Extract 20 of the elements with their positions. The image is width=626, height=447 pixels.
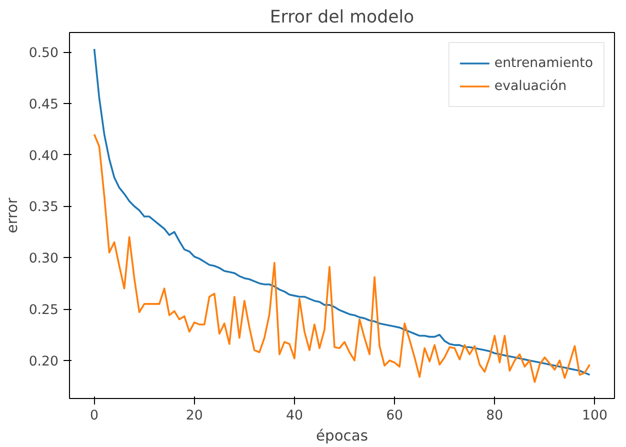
x-tick-label: 100	[582, 408, 608, 424]
line-series	[93, 48, 591, 376]
y-tick-label: 0.20	[28, 354, 59, 370]
y-tick-label: 0.35	[28, 200, 59, 216]
y-tick-label: 0.25	[28, 303, 59, 318]
legend-label: evaluación	[494, 78, 567, 94]
y-tick-label: 0.50	[28, 46, 59, 62]
x-tick-label: 80	[486, 408, 504, 424]
x-axis-title: épocas	[316, 428, 368, 444]
x-tick-label: 20	[186, 408, 203, 424]
chart-title: Error del modelo	[270, 8, 414, 28]
x-tick-label: 60	[386, 408, 404, 424]
x-tick-label: 0	[90, 408, 99, 424]
x-tick-label: 40	[286, 408, 303, 424]
line-series	[93, 133, 591, 383]
y-tick-label: 0.30	[28, 252, 59, 267]
legend-label: entrenamiento	[494, 56, 593, 70]
y-tick-label: 0.40	[28, 148, 59, 164]
y-tick-label: 0.45	[28, 97, 59, 112]
y-axis-title: error	[4, 196, 21, 234]
